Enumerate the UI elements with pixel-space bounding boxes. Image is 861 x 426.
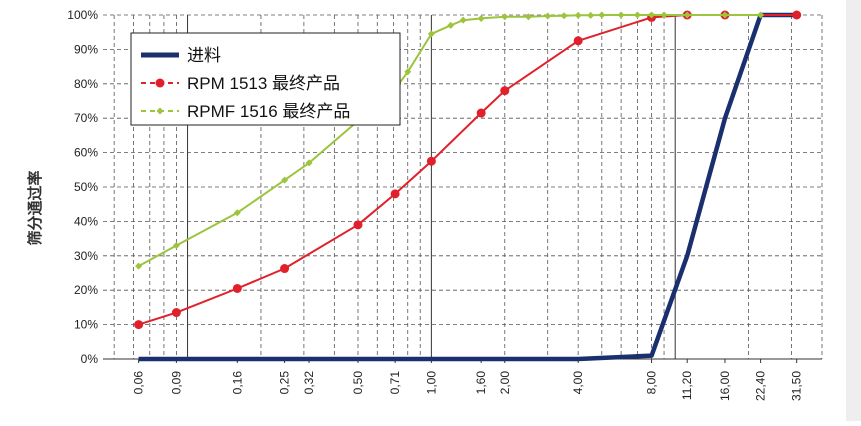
sieve-chart: 0% 10% 20% 30% 40% 50% 60% 70% 80% 90% 100% 0,06 0,0… xyxy=(26,8,823,401)
scrollbar-track xyxy=(846,0,861,421)
data-point xyxy=(648,11,656,19)
x-tick-label: 0,06 xyxy=(132,371,146,395)
data-point xyxy=(544,12,552,20)
data-point xyxy=(560,12,568,20)
data-point xyxy=(171,308,181,318)
data-point xyxy=(233,209,241,217)
legend-label: RPMF 1516 最终产品 xyxy=(187,102,350,121)
data-point xyxy=(476,108,486,118)
data-point xyxy=(135,262,143,270)
legend-marker xyxy=(156,107,164,115)
data-point xyxy=(617,11,625,19)
x-tick-label: 22,40 xyxy=(754,371,768,401)
data-point xyxy=(524,13,532,21)
chart-container: 0% 10% 20% 30% 40% 50% 60% 70% 80% 90% 100% 0,06 0,0… xyxy=(26,8,823,402)
data-point xyxy=(404,68,412,76)
data-point xyxy=(134,320,144,330)
data-point xyxy=(660,11,668,19)
legend-label: 进料 xyxy=(187,46,221,65)
legend-label: RPM 1513 最终产品 xyxy=(187,74,340,93)
x-tick-label: 0,25 xyxy=(278,371,292,395)
data-point xyxy=(459,16,467,24)
data-point xyxy=(477,14,485,22)
y-tick-label: 40% xyxy=(74,214,98,228)
data-point xyxy=(305,159,313,167)
data-point xyxy=(792,10,802,20)
x-tick-label: 16,00 xyxy=(718,371,732,401)
data-point xyxy=(721,11,729,19)
x-tick-label: 0,32 xyxy=(302,371,316,395)
data-point xyxy=(172,241,180,249)
y-tick-label: 60% xyxy=(74,146,98,160)
data-point xyxy=(501,13,509,21)
data-point xyxy=(427,30,435,38)
data-point xyxy=(683,11,691,19)
x-tick-label: 4,00 xyxy=(571,371,585,395)
y-tick-label: 20% xyxy=(74,283,98,297)
y-tick-label: 50% xyxy=(74,180,98,194)
data-point xyxy=(633,11,641,19)
y-tick-label: 10% xyxy=(74,318,98,332)
data-point xyxy=(390,189,400,199)
data-point xyxy=(280,264,290,274)
data-point xyxy=(281,176,289,184)
x-tick-label: 31,50 xyxy=(790,371,804,401)
x-tick-label: 0,50 xyxy=(351,371,365,395)
x-tick-label: 11,20 xyxy=(680,371,694,400)
data-point xyxy=(426,156,436,166)
y-tick-label: 30% xyxy=(74,249,98,263)
data-point xyxy=(500,86,510,96)
x-tick-label: 8,00 xyxy=(645,371,659,395)
x-tick-label: 0,71 xyxy=(388,371,402,395)
y-tick-label: 90% xyxy=(74,42,98,56)
x-tick-label: 0,16 xyxy=(230,371,244,395)
data-point xyxy=(757,11,765,19)
y-axis-label: 筛分通过率 xyxy=(26,170,44,245)
data-point xyxy=(574,11,582,19)
x-tick-label: 1,60 xyxy=(474,371,488,395)
legend-entry-1: 进料 xyxy=(141,46,221,65)
legend-marker xyxy=(155,78,165,88)
x-tick-label: 1,00 xyxy=(424,371,438,395)
data-point xyxy=(232,283,242,293)
legend-entry-2: RPM 1513 最终产品 xyxy=(141,74,340,93)
x-tick-label: 2,00 xyxy=(498,371,512,395)
y-tick-label: 70% xyxy=(74,111,98,125)
data-point xyxy=(573,36,583,46)
data-point xyxy=(587,11,595,19)
legend-entry-3: RPMF 1516 最终产品 xyxy=(141,102,350,121)
y-tick-label: 100% xyxy=(67,8,98,22)
y-tick-label: 80% xyxy=(74,77,98,91)
data-point xyxy=(598,11,606,19)
data-point xyxy=(353,220,363,230)
x-tick-label: 0,09 xyxy=(169,371,183,395)
legend: 进料 RPM 1513 最终产品 RPMF 1516 最终产品 xyxy=(130,32,401,126)
legend-box xyxy=(130,32,401,126)
y-tick-label: 0% xyxy=(81,352,99,366)
data-point xyxy=(447,21,455,29)
